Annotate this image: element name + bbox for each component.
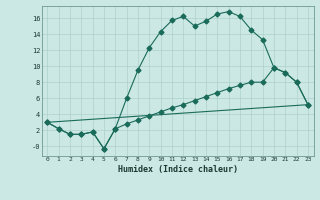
X-axis label: Humidex (Indice chaleur): Humidex (Indice chaleur) bbox=[118, 165, 237, 174]
